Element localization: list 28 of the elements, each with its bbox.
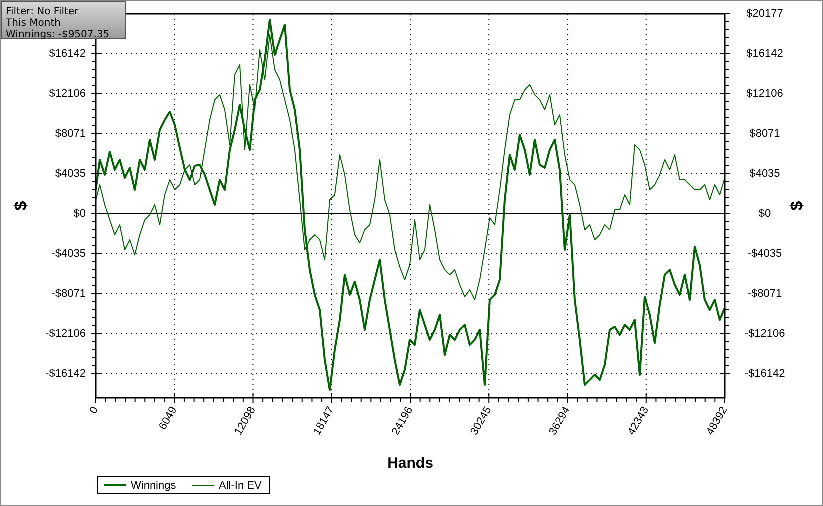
y-axis-title: $ xyxy=(11,200,30,211)
y2-tick-label: -$12106 xyxy=(744,328,786,340)
y2-tick-label: $0 xyxy=(758,208,772,220)
annotation: Winnings: -$9507.35 xyxy=(6,30,110,41)
y-tick-label: -$8071 xyxy=(52,288,86,300)
y2-axis-title: $ xyxy=(787,200,806,211)
text: This Month xyxy=(5,18,61,30)
y-tick-label: $16142 xyxy=(49,48,86,60)
y-tick-label: $12106 xyxy=(49,88,86,100)
y-tick-label: -$4035 xyxy=(52,248,86,260)
legend-label: All-In EV xyxy=(219,480,262,492)
y2-tick-label: -$4035 xyxy=(748,248,782,260)
y2-tick-label: $8071 xyxy=(750,128,780,140)
y2-tick-label: -$8071 xyxy=(748,288,782,300)
y-tick-label: -$12106 xyxy=(46,328,86,340)
x-tick-label: 0 xyxy=(88,404,102,416)
y-tick-label: $8071 xyxy=(55,128,86,140)
y2-tick-label: -$16142 xyxy=(744,368,786,380)
x-axis-title: Hands xyxy=(388,455,434,472)
y2-tick-label: $20177 xyxy=(746,8,784,20)
y-tick-label: -$16142 xyxy=(46,368,86,380)
y-tick-label: $0 xyxy=(74,208,86,220)
legend-label: Winnings xyxy=(131,480,177,492)
y-tick-label: $4035 xyxy=(55,168,86,180)
y2-tick-label: $4035 xyxy=(750,168,780,180)
text: Filter: No Filter xyxy=(6,6,80,18)
y2-tick-label: $12106 xyxy=(746,88,784,100)
y2-tick-label: $16142 xyxy=(746,48,784,60)
